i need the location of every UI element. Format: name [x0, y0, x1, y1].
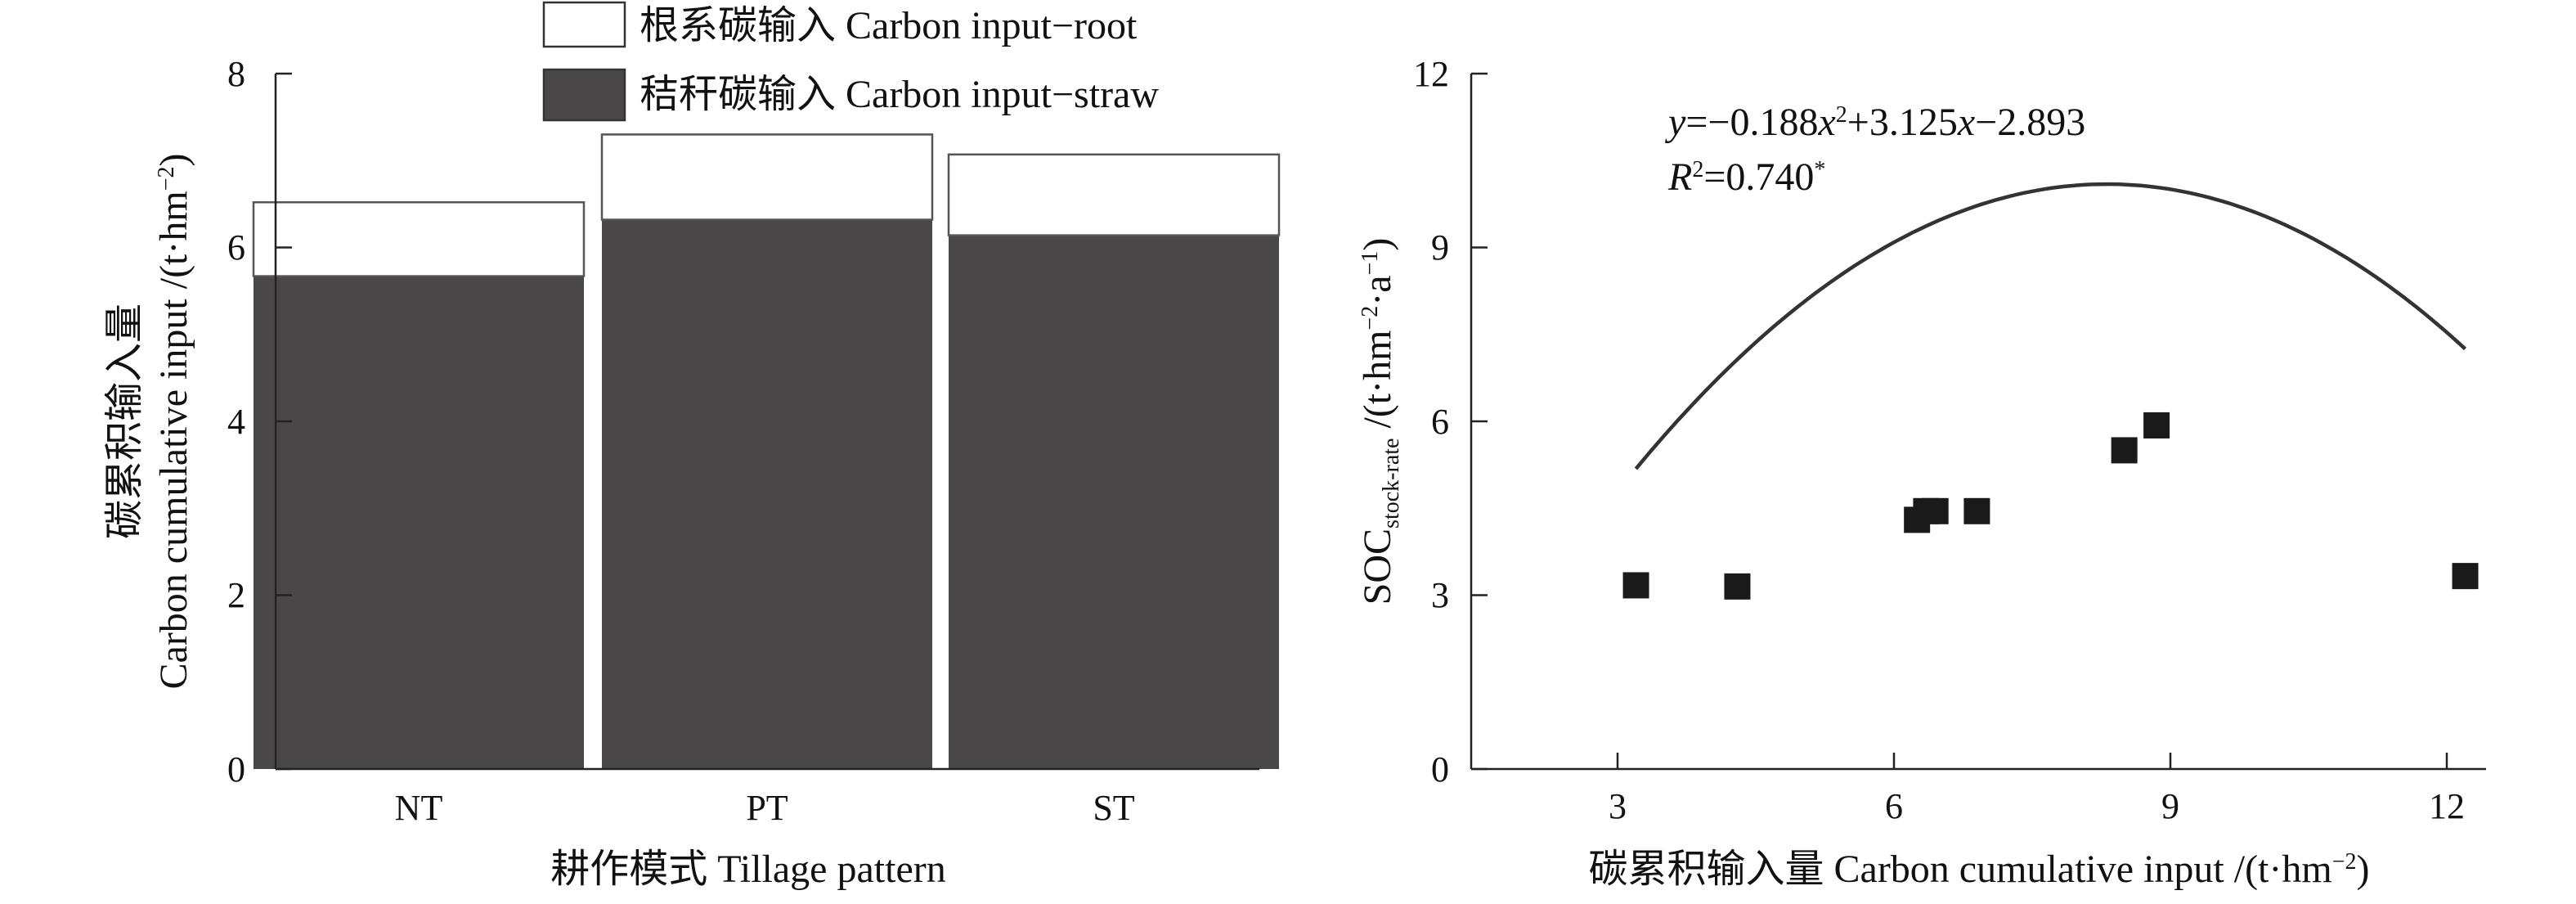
scatter-point-8: [2452, 563, 2479, 590]
scatter-y-label: SOCstock-rate /(t·hm−2·a−1): [1356, 238, 1404, 605]
legend-swatch-straw: [542, 68, 626, 122]
bar-y-ticks: [276, 72, 292, 771]
bar-PT-root: [600, 133, 934, 221]
bar-category-label: PT: [746, 788, 788, 828]
fit-equation: y=−0.188x2+3.125x−2.893: [1664, 101, 2085, 144]
scatter-point-0: [1622, 572, 1649, 599]
scatter-x-tick-label: 9: [2161, 786, 2179, 826]
scatter-x-tick-label: 6: [1885, 786, 1903, 826]
bar-y-label-cn: 碳累积输入量: [103, 304, 146, 539]
bar-category-label: NT: [395, 788, 443, 828]
bar-x-tick-labels: NT PT ST: [395, 788, 1135, 828]
scatter-x-ticks: [1616, 753, 2448, 769]
scatter-x-label: 碳累积输入量 Carbon cumulative input /(t·hm−2): [1589, 848, 2370, 891]
bar-ST-root: [947, 153, 1281, 236]
bar-legend: 根系碳输入 Carbon input−root 秸秆碳输入 Carbon inp…: [542, 1, 1159, 122]
bar-y-tick-label: 8: [227, 54, 245, 94]
bar-chart: 0 2 4 6 8 NT PT ST 耕作模式 Tillage pattern …: [103, 1, 1281, 891]
bar-marks: [252, 133, 1281, 769]
scatter-marks: [1622, 412, 2479, 600]
scatter-point-6: [2111, 437, 2138, 464]
legend-label-straw: 秸秆碳输入 Carbon input−straw: [640, 73, 1159, 116]
bar-NT-straw: [254, 276, 584, 769]
bar-category-label: ST: [1093, 788, 1134, 828]
legend-label-root: 根系碳输入 Carbon input−root: [640, 4, 1138, 47]
scatter-point-1: [1724, 573, 1751, 600]
bar-y-tick-label: 2: [227, 575, 245, 615]
bar-y-tick-label: 6: [227, 227, 245, 268]
bar-y-tick-label: 0: [227, 749, 245, 789]
scatter-y-tick-label: 3: [1431, 575, 1449, 615]
scatter-y-ticks: [1471, 72, 1488, 771]
scatter-x-tick-label: 3: [1609, 786, 1627, 826]
bar-y-label-en: Carbon cumulative input /(t·hm−2): [152, 154, 195, 690]
scatter-y-tick-label: 6: [1431, 402, 1449, 442]
fit-r-squared: R2=0.740*: [1667, 155, 1825, 199]
scatter-y-tick-label: 0: [1431, 749, 1449, 789]
scatter-x-tick-labels: 3 6 9 12: [1609, 786, 2465, 826]
bar-y-tick-label: 4: [227, 402, 245, 442]
scatter-point-5: [1963, 497, 1990, 524]
scatter-point-7: [2143, 412, 2170, 439]
scatter-y-tick-label: 9: [1431, 227, 1449, 268]
scatter-y-tick-label: 12: [1413, 54, 1449, 94]
bar-y-tick-labels: 0 2 4 6 8: [227, 54, 245, 789]
bar-NT-root: [252, 201, 586, 277]
scatter-chart: 0 3 6 9 12 3 6 9 12 y=−0.188x2+3.125x−2.…: [1356, 54, 2486, 891]
bar-ST-straw: [949, 235, 1279, 769]
bar-x-label: 耕作模式 Tillage pattern: [550, 848, 946, 891]
legend-swatch-root: [542, 1, 626, 48]
bar-PT-straw: [602, 219, 932, 769]
scatter-x-tick-label: 12: [2429, 786, 2465, 826]
scatter-y-tick-labels: 0 3 6 9 12: [1413, 54, 1449, 789]
scatter-point-4: [1922, 497, 1949, 524]
fit-curve: [1634, 182, 2467, 470]
